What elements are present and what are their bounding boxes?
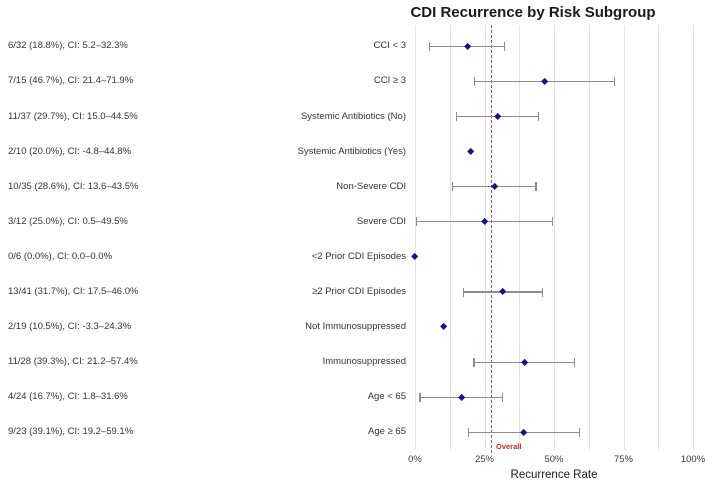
point-diamond [493, 112, 502, 121]
ci-cap-right [578, 427, 580, 437]
point-diamond [519, 428, 528, 437]
ci-cap-right [504, 41, 506, 51]
row-stat: 2/10 (20.0%), CI: -4.8–44.8% [8, 145, 132, 157]
ci-cap-right [552, 217, 554, 227]
point-diamond [541, 77, 549, 86]
row-label: Non-Severe CDI [336, 180, 406, 192]
gridline [449, 25, 451, 450]
ci-cap-left [473, 357, 475, 367]
row-label: ≥2 Prior CDI Episodes [312, 286, 406, 297]
x-tick-label: 25% [474, 454, 494, 465]
point-diamond [499, 288, 507, 296]
ci-cap-right [502, 392, 504, 402]
row-label: <2 Prior CDI Episodes [311, 250, 406, 262]
point-diamond [411, 253, 419, 261]
ci-cap-right [614, 76, 616, 86]
row-stat: 2/19 (10.5%), CI: -3.3–24.3% [8, 321, 132, 333]
row-label: Severe CDI [356, 215, 406, 227]
row-stat: 7/15 (46.7%), CI: 21.4–71.9% [8, 75, 134, 87]
ci-cap-right [542, 287, 544, 297]
ci-cap-left [467, 427, 469, 437]
ci-cap-left [463, 287, 465, 297]
x-axis-label: Recurrence Rate [510, 469, 598, 481]
ci-cap-right [538, 112, 540, 121]
ci-cap-left [419, 392, 421, 402]
point-diamond [457, 393, 466, 402]
point-diamond [480, 217, 489, 226]
gridline [415, 25, 416, 450]
row-label: Immunosuppressed [322, 356, 406, 368]
x-tick-label: 75% [613, 454, 633, 465]
ci-cap-right [573, 357, 576, 367]
row-label: Age < 65 [367, 391, 406, 403]
row-stat: 4/24 (16.7%), CI: 1.8–31.6% [8, 391, 128, 403]
overall-line [491, 25, 493, 453]
x-tick-label: 50% [544, 454, 564, 465]
row-stat: 6/32 (18.8%), CI: 5.2–32.3% [8, 40, 128, 52]
point-diamond [466, 147, 475, 156]
ci-cap-left [428, 41, 431, 51]
row-stat: 3/12 (25.0%), CI: 0.5–49.5% [8, 215, 128, 227]
gridline [658, 25, 660, 450]
gridline [554, 25, 555, 450]
row-stat: 11/28 (39.3%), CI: 21.2–57.4% [8, 356, 138, 368]
x-tick-label: 100% [680, 454, 706, 465]
overall-label: Overall [496, 442, 522, 451]
row-stat: 9/23 (39.1%), CI: 19.2–59.1% [8, 426, 134, 438]
ci-cap-left [456, 112, 458, 121]
ci-cap-left [473, 76, 476, 86]
row-stat: 13/41 (31.7%), CI: 17.5–46.0% [8, 286, 139, 297]
row-stat: 0/6 (0.0%), CI: 0.0–0.0% [8, 250, 113, 262]
row-stat: 11/37 (29.7%), CI: 15.0–44.5% [8, 110, 138, 122]
ci-cap-left [415, 217, 417, 227]
ci-cap-right [535, 182, 537, 192]
point-diamond [463, 42, 472, 51]
row-label: Systemic Antibiotics (Yes) [297, 145, 406, 157]
gridline [484, 25, 486, 450]
x-tick-label: 0% [408, 454, 422, 465]
point-diamond [520, 358, 529, 367]
point-diamond [440, 323, 448, 331]
gridline [519, 25, 521, 450]
gridline [588, 25, 590, 450]
row-label: Not Immunosuppressed [305, 321, 406, 333]
ci-cap-left [452, 182, 454, 192]
gridline [623, 25, 625, 450]
chart-title: CDI Recurrence by Risk Subgroup [410, 4, 656, 21]
row-label: Systemic Antibiotics (No) [300, 110, 406, 122]
row-stat: 10/35 (28.6%), CI: 13.6–43.5% [8, 180, 139, 192]
row-label: CCI < 3 [373, 40, 406, 52]
row-label: Age ≥ 65 [368, 426, 406, 438]
row-label: CCI ≥ 3 [373, 75, 406, 87]
gridline [693, 25, 694, 450]
